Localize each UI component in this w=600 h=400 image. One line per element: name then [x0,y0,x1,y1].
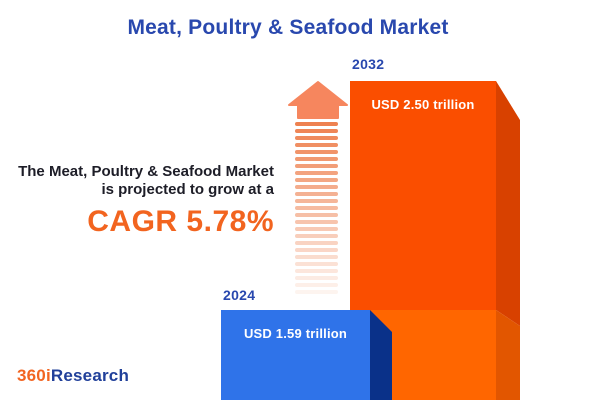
growth-arrow-trail-segment [295,122,338,126]
growth-arrow-trail-segment [295,192,338,196]
growth-arrow-trail-segment [295,276,338,280]
growth-arrow-trail-segment [295,171,338,175]
growth-arrow-trail-segment [295,255,338,259]
growth-arrow-trail-segment [295,178,338,182]
growth-arrow-trail-segment [295,150,338,154]
page-title: Meat, Poultry & Seafood Market [127,16,449,39]
bar-2032-3d-side [496,81,520,400]
growth-arrow-trail-segment [295,241,338,245]
brand-logo-360i: 360i [17,366,51,385]
bar-year-label-2032: 2032 [352,56,385,72]
growth-arrow-trail-segment [295,199,338,203]
growth-arrow-trail-segment [295,290,338,294]
growth-note-line2: is projected to grow at a [101,181,274,198]
growth-note-line1: The Meat, Poultry & Seafood Market [18,163,274,180]
growth-arrow-trail-segment [295,220,338,224]
growth-arrow-trail-segment [295,227,338,231]
bar-2032-face-upper [350,81,496,310]
cagr-value: CAGR 5.78% [87,205,274,238]
growth-arrow-trail-segment [295,136,338,140]
growth-arrow-trail-segment [295,206,338,210]
growth-arrow-trail-segment [295,185,338,189]
growth-arrow-trail-segment [295,248,338,252]
growth-arrow-trail-segment [295,283,338,287]
growth-arrow-trail-segment [295,157,338,161]
brand-logo: 360iResearch [17,366,129,386]
bar-2024-3d-side [370,310,392,400]
growth-note: The Meat, Poultry & Seafood Market is pr… [0,163,274,239]
bar-2032-value-label: USD 2.50 trillion [371,97,475,112]
growth-arrow-head-icon [288,81,348,119]
growth-arrow-trail-segment [295,213,338,217]
bar-2024 [221,310,392,400]
bar-2024-face [221,310,370,400]
bar-2024-value-label: USD 1.59 trillion [243,326,348,341]
growth-arrow-trail-segment [295,143,338,147]
growth-arrow-trail-segment [295,234,338,238]
bar-2032 [350,81,520,400]
growth-arrow-trail-segment [295,262,338,266]
brand-logo-research: Research [50,366,130,385]
growth-arrow-trail-segment [295,269,338,273]
growth-arrow-trail-segment [295,129,338,133]
growth-arrow-trail-segment [295,164,338,168]
bar-year-label-2024: 2024 [223,287,256,303]
growth-arrow-trail [295,122,338,302]
